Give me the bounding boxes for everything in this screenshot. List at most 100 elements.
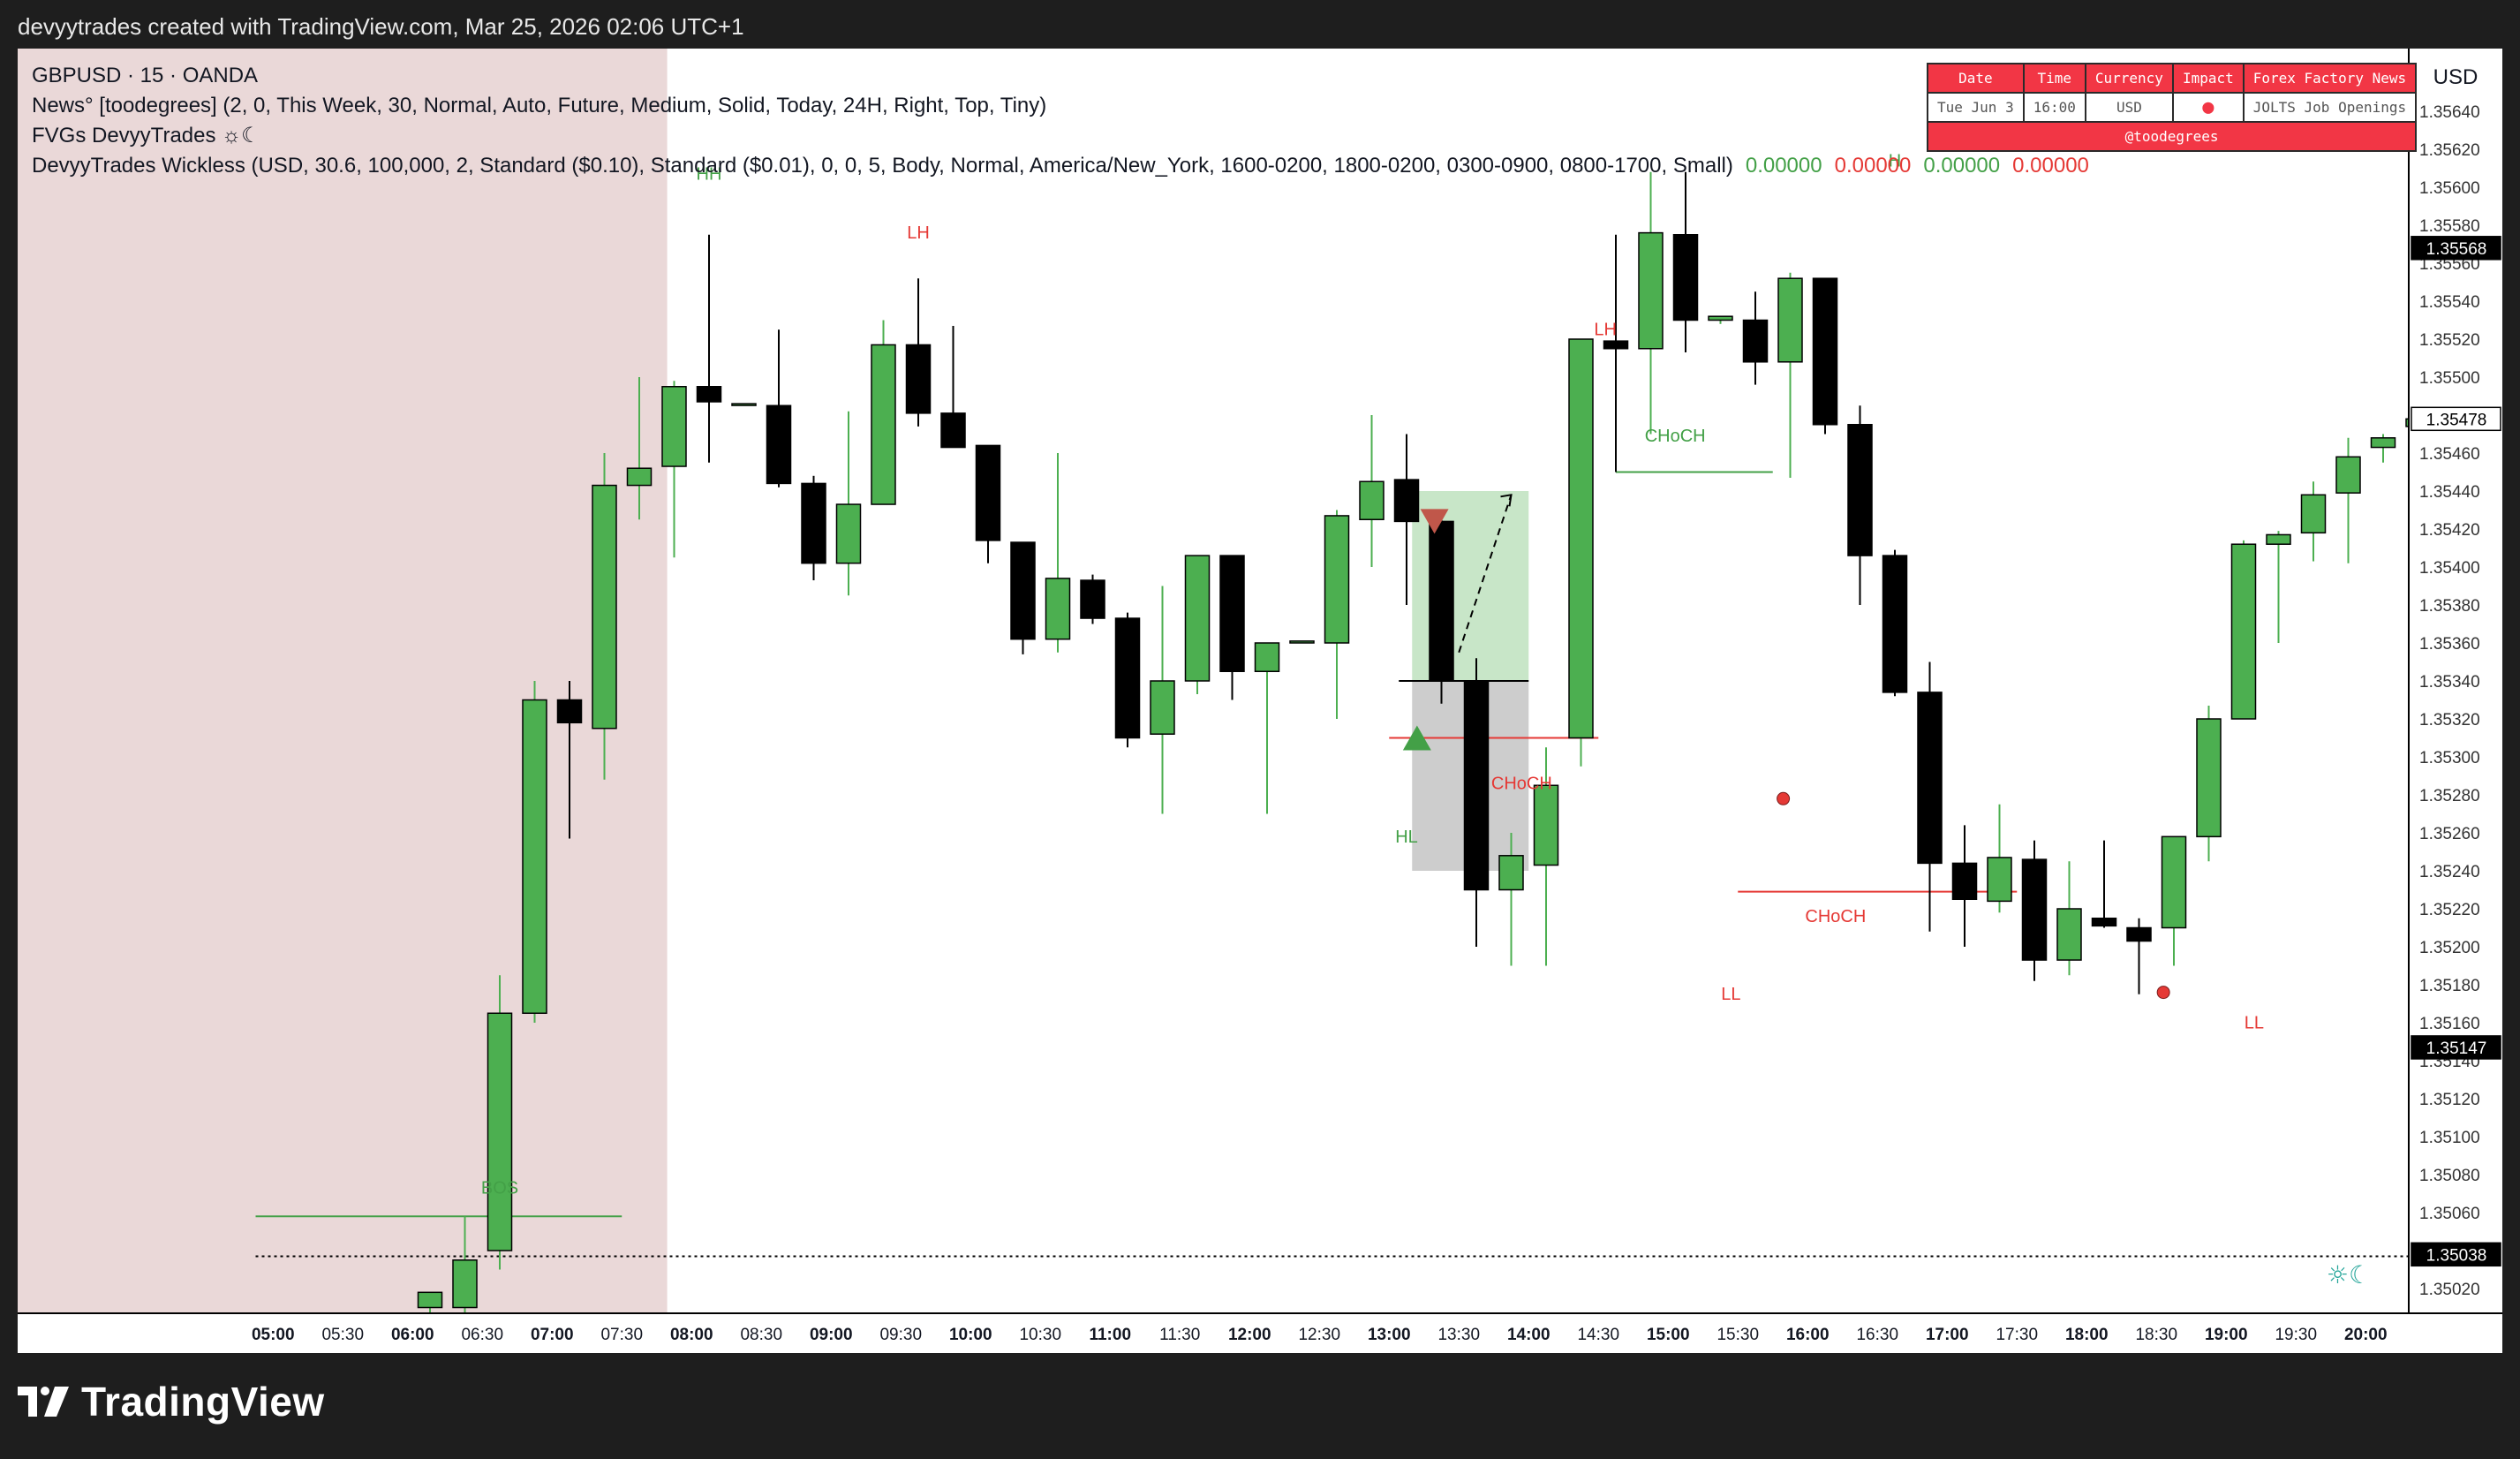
price-tick: 1.35320 (2419, 711, 2480, 730)
time-tick: 18:00 (2065, 1326, 2109, 1344)
candle-body (1150, 680, 1175, 735)
time-axis (18, 1313, 2502, 1353)
structure-label: CHoCH (1645, 427, 1706, 446)
candle-body (940, 412, 966, 449)
price-tick: 1.35100 (2419, 1129, 2480, 1147)
news-indicator-label[interactable]: News° [toodegrees] (2, 0, This Week, 30,… (32, 94, 1047, 117)
structure-label: LH (1594, 321, 1617, 340)
price-tick: 1.35420 (2419, 521, 2480, 540)
news-header-impact: Impact (2171, 63, 2245, 94)
price-tick: 1.35200 (2419, 939, 2480, 957)
chart-legend: GBPUSD · 15 · OANDA News° [toodegrees] (… (32, 61, 2089, 181)
time-tick: 09:30 (879, 1326, 922, 1344)
candle-body (1429, 520, 1454, 682)
fvg-indicator-label[interactable]: FVGs DevyyTrades ☼☾ (32, 124, 260, 147)
time-tick: 19:00 (2205, 1326, 2248, 1344)
time-tick: 06:30 (461, 1326, 503, 1344)
candle-body (1498, 855, 1524, 891)
news-credit: @toodegrees (1926, 121, 2418, 152)
candle-body (1533, 784, 1559, 866)
candle-body (1393, 479, 1420, 523)
candle-body (2300, 494, 2327, 534)
wickless-indicator-label[interactable]: DevyyTrades Wickless (USD, 30.6, 100,000… (32, 151, 2089, 181)
structure-label: LL (2245, 1013, 2264, 1032)
candle-body (835, 503, 862, 564)
candle-body (1289, 640, 1315, 644)
news-header-currency: Currency (2084, 63, 2174, 94)
time-tick: 06:00 (391, 1326, 434, 1344)
structure-label: HH (697, 164, 722, 184)
price-tick: 1.35060 (2419, 1205, 2480, 1223)
news-header-title: Forex Factory News (2242, 63, 2418, 94)
wickless-value-3: 0.00000 (1923, 154, 2001, 178)
price-axis (2409, 49, 2502, 1353)
sell-signal-icon (1420, 509, 1449, 534)
price-tick: 1.35380 (2419, 597, 2480, 616)
candle-body (1847, 424, 1873, 556)
price-tag-label: 1.35568 (2426, 240, 2487, 259)
price-tick: 1.35400 (2419, 559, 2480, 578)
trade-path-arrowhead (1500, 494, 1513, 507)
price-tick: 1.35460 (2419, 445, 2480, 464)
time-tick: 15:30 (1716, 1326, 1759, 1344)
structure-label: LL (1721, 985, 1740, 1004)
price-tag (2411, 236, 2501, 261)
time-tick: 14:30 (1577, 1326, 1619, 1344)
time-tick: 18:30 (2135, 1326, 2177, 1344)
candle-body (1080, 579, 1105, 619)
time-tick: 11:30 (1159, 1326, 1200, 1344)
candle-body (696, 386, 722, 403)
candle-body (2056, 908, 2082, 961)
price-tick: 1.35620 (2419, 141, 2480, 160)
time-tick: 17:00 (1926, 1326, 1969, 1344)
chart-frame[interactable]: BOS HH LH HL CHoCH LH CHoCH LL CHoCH H LL ☼☾ USD 1.35… (18, 49, 2502, 1353)
chart-caption: devyytrades created with TradingView.com… (18, 13, 744, 40)
price-tick: 1.35020 (2419, 1281, 2480, 1299)
price-tag-label: 1.35147 (2426, 1039, 2487, 1058)
candle-body (1463, 680, 1490, 891)
candle-body (1254, 642, 1280, 672)
price-tick: 1.35160 (2419, 1015, 2480, 1033)
price-tick: 1.35180 (2419, 977, 2480, 995)
price-tick: 1.35220 (2419, 901, 2480, 919)
candle-body (661, 386, 687, 467)
time-tick: 11:00 (1089, 1326, 1131, 1344)
candle-body (871, 344, 896, 505)
news-table-row: Tue Jun 3 16:00 USD ● JOLTS Job Openings (1927, 92, 2418, 123)
tradingview-logo-icon (18, 1387, 69, 1417)
candle-body (1359, 480, 1384, 520)
price-tag-label: 1.35478 (2426, 411, 2487, 429)
time-tick: 12:00 (1228, 1326, 1271, 1344)
candle-body (1987, 857, 2012, 903)
time-tick: 16:30 (1856, 1326, 1898, 1344)
time-tick: 17:30 (1996, 1326, 2038, 1344)
candle-body (2230, 543, 2257, 720)
time-tick: 12:30 (1298, 1326, 1340, 1344)
price-tag (2411, 1242, 2501, 1267)
tradingview-logo[interactable]: TradingView (18, 1378, 325, 1425)
session-moon-icon: ☼☾ (2327, 1260, 2371, 1289)
price-tag (2411, 1035, 2501, 1060)
candle-body (975, 444, 1001, 541)
candle-body (556, 699, 583, 724)
news-time: 16:00 (2022, 92, 2086, 123)
candle-body (1951, 862, 1978, 901)
structure-label: CHoCH (1491, 775, 1552, 794)
price-tick: 1.35260 (2419, 825, 2480, 843)
price-chart[interactable]: BOS HH LH HL CHoCH LH CHoCH LL CHoCH H LL ☼☾ USD 1.35… (18, 49, 2502, 1353)
candle-body (1777, 277, 1803, 363)
price-tick: 1.35280 (2419, 787, 2480, 805)
symbol-title[interactable]: GBPUSD · 15 · OANDA (32, 64, 259, 87)
price-tick: 1.35600 (2419, 179, 2480, 198)
wickless-indicator-name: DevyyTrades Wickless (USD, 30.6, 100,000… (32, 154, 1733, 178)
candle-body (905, 344, 932, 414)
time-tick: 16:00 (1786, 1326, 1830, 1344)
news-currency: USD (2084, 92, 2174, 123)
candle-body (2266, 533, 2291, 545)
time-tick: 13:30 (1437, 1326, 1480, 1344)
event-dot-icon (1777, 791, 1791, 805)
candle-body (2091, 918, 2117, 927)
price-tick: 1.35300 (2419, 749, 2480, 767)
candle-body (1638, 231, 1664, 350)
price-tick: 1.35360 (2419, 635, 2480, 654)
